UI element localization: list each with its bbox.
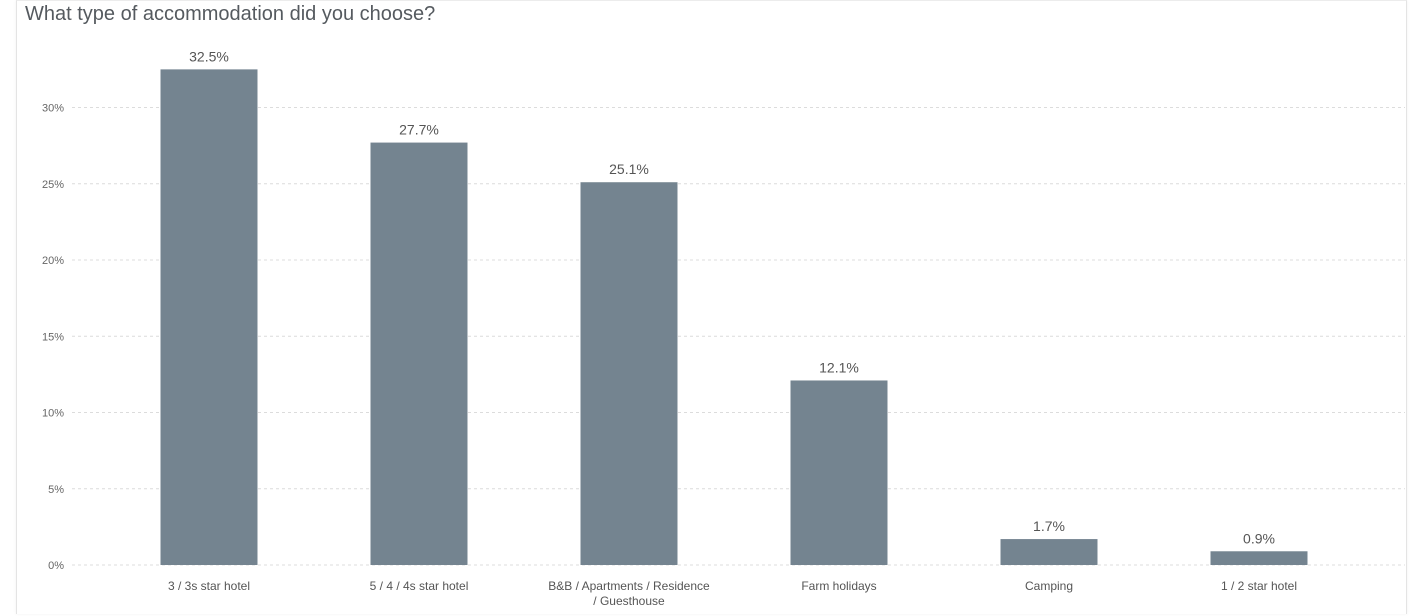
y-axis-ticks: 0% 5% 10% 15% 20% 25% 30% xyxy=(42,103,64,573)
bar[interactable] xyxy=(160,69,258,565)
category-label: Camping xyxy=(1025,579,1073,593)
bar[interactable] xyxy=(370,142,468,565)
data-label: 12.1% xyxy=(819,359,859,375)
data-label: 27.7% xyxy=(399,122,439,138)
grid-lines xyxy=(72,107,1405,566)
y-tick-label: 10% xyxy=(42,408,64,420)
bar[interactable] xyxy=(580,182,678,565)
x-axis-categories: 3 / 3s star hotel 5 / 4 / 4s star hotel B&… xyxy=(168,579,1297,608)
y-tick-label: 0% xyxy=(48,560,64,572)
data-label: 1.7% xyxy=(1033,518,1065,534)
category-label: 1 / 2 star hotel xyxy=(1221,579,1297,593)
data-label: 25.1% xyxy=(609,161,649,177)
data-label: 0.9% xyxy=(1243,530,1275,546)
category-label: B&B / Apartments / Residence / Guesthouse xyxy=(548,579,710,608)
y-tick-label: 5% xyxy=(48,484,64,496)
data-label: 32.5% xyxy=(189,48,229,64)
y-tick-label: 30% xyxy=(42,103,64,115)
y-tick-label: 15% xyxy=(42,331,64,343)
y-tick-label: 20% xyxy=(42,255,64,267)
chart-title: What type of accommodation did you choos… xyxy=(25,3,436,25)
y-tick-label: 25% xyxy=(42,179,64,191)
category-label: 5 / 4 / 4s star hotel xyxy=(370,579,469,593)
data-labels: 32.5% 27.7% 25.1% 12.1% 1.7% 0.9% xyxy=(189,48,1275,546)
bar[interactable] xyxy=(790,380,888,565)
bar[interactable] xyxy=(1000,539,1098,565)
bar[interactable] xyxy=(1210,551,1308,565)
bars xyxy=(160,69,1308,565)
category-label: 3 / 3s star hotel xyxy=(168,579,250,593)
category-label: Farm holidays xyxy=(801,579,876,593)
